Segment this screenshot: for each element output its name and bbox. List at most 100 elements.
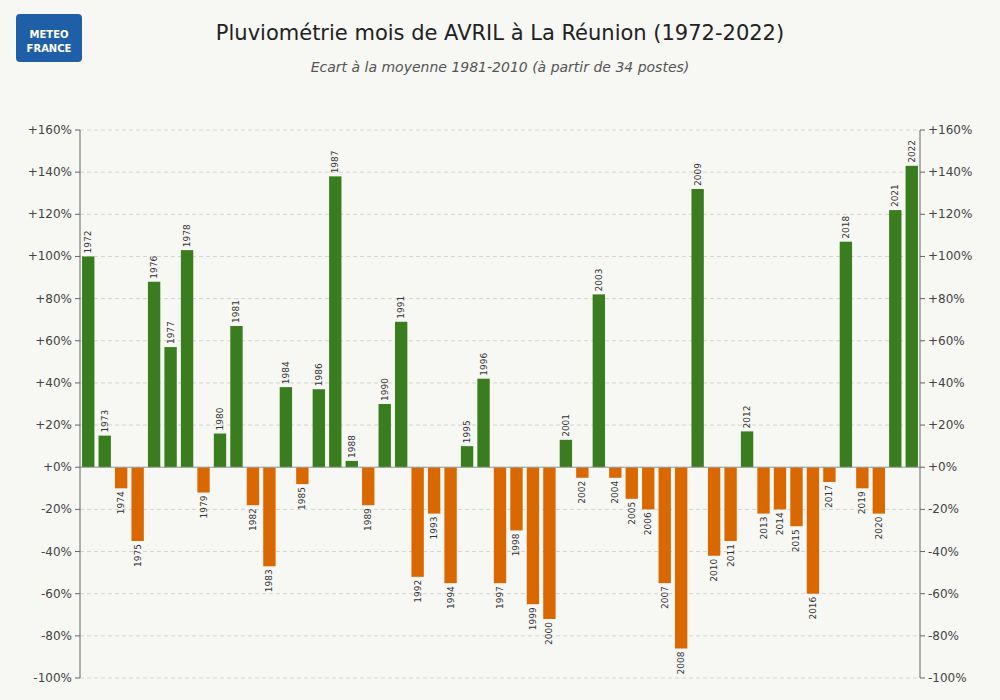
category-label: 1985 bbox=[297, 487, 307, 510]
bar bbox=[296, 467, 308, 484]
bar bbox=[741, 431, 753, 467]
tick-label: -20% bbox=[41, 502, 72, 516]
tick-label: -20% bbox=[928, 502, 959, 516]
category-label: 1974 bbox=[116, 491, 126, 514]
category-label: 2017 bbox=[824, 485, 834, 508]
bar bbox=[708, 467, 720, 556]
category-label: 1973 bbox=[100, 410, 110, 433]
bar bbox=[609, 467, 621, 478]
bar bbox=[115, 467, 127, 488]
tick bbox=[920, 551, 925, 552]
category-label: 1990 bbox=[380, 378, 390, 401]
category-label: 2020 bbox=[874, 516, 884, 539]
tick-label: +20% bbox=[928, 418, 965, 432]
tick-label: +40% bbox=[35, 376, 72, 390]
tick-label: +80% bbox=[35, 292, 72, 306]
tick-label: -60% bbox=[928, 587, 959, 601]
category-label: 2000 bbox=[544, 622, 554, 645]
tick bbox=[75, 678, 80, 679]
tick-label: -60% bbox=[41, 587, 72, 601]
bar bbox=[263, 467, 275, 566]
category-label: 2022 bbox=[907, 140, 917, 163]
category-label: 1999 bbox=[528, 607, 538, 630]
bar bbox=[444, 467, 456, 583]
tick-label: +60% bbox=[35, 334, 72, 348]
bar bbox=[889, 210, 901, 467]
category-label: 2006 bbox=[643, 512, 653, 535]
grid-line bbox=[80, 635, 920, 636]
tick-label: -80% bbox=[928, 629, 959, 643]
bar bbox=[856, 467, 868, 488]
bar bbox=[164, 347, 176, 467]
tick bbox=[75, 214, 80, 215]
tick-label: +120% bbox=[28, 207, 72, 221]
tick bbox=[920, 382, 925, 383]
bar bbox=[691, 189, 703, 467]
bar bbox=[99, 436, 111, 468]
bar bbox=[659, 467, 671, 583]
bar bbox=[214, 434, 226, 468]
bar bbox=[642, 467, 654, 509]
bar bbox=[428, 467, 440, 513]
tick-label: -100% bbox=[928, 671, 967, 685]
tick-label: +20% bbox=[35, 418, 72, 432]
tick bbox=[75, 425, 80, 426]
tick bbox=[920, 172, 925, 173]
tick-label: +140% bbox=[928, 165, 972, 179]
zero-line bbox=[80, 467, 920, 468]
category-label: 1978 bbox=[182, 224, 192, 247]
bar bbox=[461, 446, 473, 467]
category-label: 2007 bbox=[660, 586, 670, 609]
bar bbox=[247, 467, 259, 505]
bar bbox=[329, 176, 341, 467]
category-label: 1977 bbox=[166, 321, 176, 344]
category-label: 1987 bbox=[330, 150, 340, 173]
bar bbox=[840, 242, 852, 468]
bar bbox=[148, 282, 160, 467]
tick bbox=[920, 214, 925, 215]
bar bbox=[181, 250, 193, 467]
bar bbox=[593, 294, 605, 467]
category-label: 1992 bbox=[413, 580, 423, 603]
category-label: 1976 bbox=[149, 256, 159, 279]
y2-axis: -100%-80%-60%-40%-20%+0%+20%+40%+60%+80%… bbox=[920, 123, 972, 685]
chart: Pluviométrie mois de AVRIL à La Réunion … bbox=[0, 0, 1000, 700]
tick bbox=[75, 340, 80, 341]
category-label: 1988 bbox=[347, 435, 357, 458]
tick bbox=[75, 593, 80, 594]
bar bbox=[230, 326, 242, 467]
category-label: 1975 bbox=[133, 544, 143, 567]
tick-label: +160% bbox=[28, 123, 72, 137]
tick-label: +100% bbox=[28, 249, 72, 263]
tick-label: -100% bbox=[33, 671, 72, 685]
bar bbox=[346, 461, 358, 467]
bar bbox=[873, 467, 885, 513]
bar bbox=[510, 467, 522, 530]
tick-label: +60% bbox=[928, 334, 965, 348]
category-label: 2005 bbox=[627, 502, 637, 525]
tick-label: -40% bbox=[928, 545, 959, 559]
tick-label: -80% bbox=[41, 629, 72, 643]
bar bbox=[280, 387, 292, 467]
category-label: 2001 bbox=[561, 414, 571, 437]
grid bbox=[80, 130, 920, 678]
category-label: 1981 bbox=[231, 300, 241, 323]
bars bbox=[82, 166, 918, 649]
tick bbox=[75, 256, 80, 257]
tick bbox=[75, 509, 80, 510]
category-label: 2015 bbox=[791, 529, 801, 552]
bar bbox=[774, 467, 786, 509]
grid-line bbox=[80, 467, 920, 468]
tick-label: +160% bbox=[928, 123, 972, 137]
grid-line bbox=[80, 678, 920, 679]
tick bbox=[75, 172, 80, 173]
bar bbox=[477, 379, 489, 468]
tick bbox=[920, 130, 925, 131]
category-label: 2009 bbox=[693, 163, 703, 186]
tick-label: -40% bbox=[41, 545, 72, 559]
logo-box bbox=[16, 14, 82, 62]
axis-line bbox=[80, 130, 81, 678]
category-label: 1991 bbox=[396, 296, 406, 319]
category-label: 2021 bbox=[890, 184, 900, 207]
category-label: 1996 bbox=[479, 353, 489, 376]
